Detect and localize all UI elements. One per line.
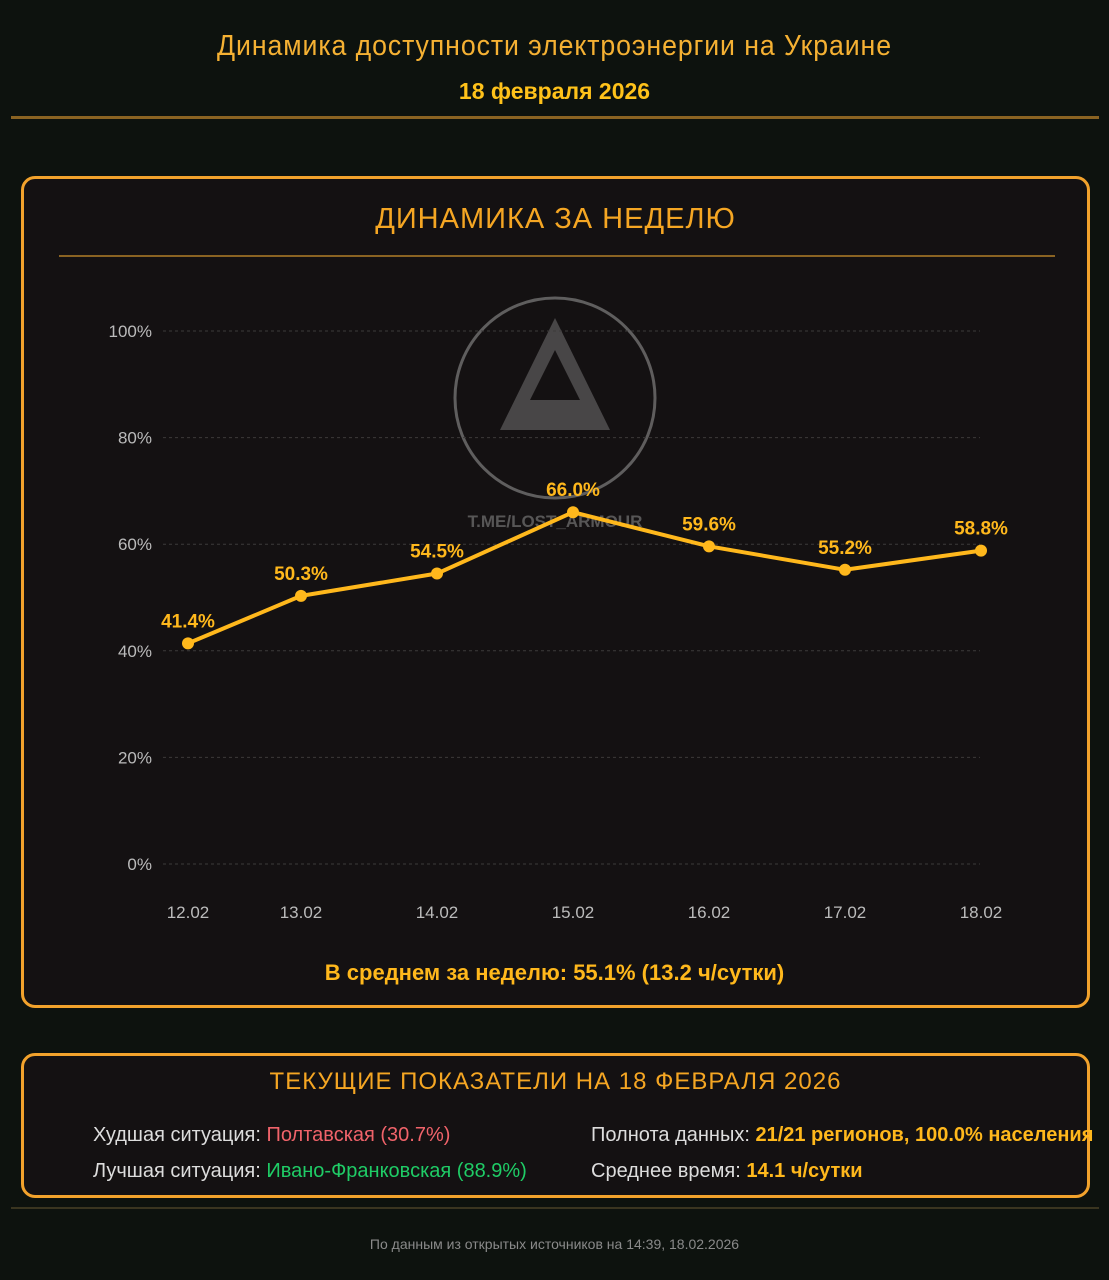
data-point — [431, 567, 443, 580]
worst-label: Худшая ситуация: — [93, 1124, 261, 1146]
y-tick-label: 60% — [118, 535, 152, 554]
weekly-average: В среднем за неделю: 55.1% (13.2 ч/сутки… — [324, 960, 785, 985]
header-divider — [11, 116, 1099, 119]
avg-time-row: Среднее время: 14.1 ч/сутки — [591, 1160, 863, 1183]
data-point — [182, 637, 194, 650]
x-tick-label: 13.02 — [280, 903, 323, 922]
data-point — [567, 506, 579, 519]
completeness-value: 21/21 регионов, 100.0% населения — [755, 1124, 1094, 1146]
worst-row: Худшая ситуация: Полтавская (30.7%) — [93, 1124, 450, 1147]
y-tick-label: 80% — [118, 429, 152, 448]
data-point — [975, 544, 987, 557]
weekly-title: ДИНАМИКА ЗА НЕДЕЛЮ — [375, 203, 736, 235]
page-title: Динамика доступности электроэнергии на У… — [217, 30, 892, 62]
footer-source: По данным из открытых источников на 14:3… — [369, 1236, 740, 1252]
watermark-ring — [453, 296, 657, 500]
best-row: Лучшая ситуация: Ивано-Франковская (88.9… — [93, 1160, 527, 1183]
avg-time-value: 14.1 ч/сутки — [746, 1160, 863, 1182]
x-tick-label: 16.02 — [688, 903, 731, 922]
weekly-divider — [59, 255, 1055, 257]
completeness-label: Полнота данных: — [591, 1124, 750, 1146]
current-title: ТЕКУЩИЕ ПОКАЗАТЕЛИ НА 18 ФЕВРАЛЯ 2026 — [269, 1068, 842, 1095]
best-label: Лучшая ситуация: — [93, 1160, 261, 1182]
x-tick-label: 17.02 — [824, 903, 867, 922]
data-label: 55.2% — [818, 538, 872, 559]
watermark-logo — [500, 318, 610, 430]
best-value: Ивано-Франковская (88.9%) — [266, 1160, 527, 1182]
data-label: 58.8% — [954, 519, 1008, 540]
y-tick-label: 40% — [118, 642, 152, 661]
footer-divider — [11, 1207, 1099, 1209]
line-chart: T.ME/LOST_ARMOUR 0%20%40%60%80%100%12.02… — [109, 296, 1008, 922]
worst-value: Полтавская (30.7%) — [266, 1124, 451, 1146]
data-point — [703, 540, 715, 553]
data-label: 59.6% — [682, 514, 736, 535]
completeness-row: Полнота данных: 21/21 регионов, 100.0% н… — [591, 1124, 1093, 1147]
x-tick-label: 12.02 — [167, 903, 210, 922]
x-tick-label: 18.02 — [960, 903, 1003, 922]
data-label: 50.3% — [274, 564, 328, 585]
y-tick-label: 100% — [109, 322, 152, 341]
data-label: 41.4% — [161, 611, 215, 632]
current-card: ТЕКУЩИЕ ПОКАЗАТЕЛИ НА 18 ФЕВРАЛЯ 2026 — [21, 1053, 1090, 1198]
data-label: 66.0% — [546, 480, 600, 501]
data-label: 54.5% — [410, 542, 464, 563]
weekly-card: ДИНАМИКА ЗА НЕДЕЛЮ — [21, 176, 1090, 1008]
y-tick-label: 0% — [127, 855, 152, 874]
page-date: 18 февраля 2026 — [458, 78, 651, 104]
avg-time-label: Среднее время: — [591, 1160, 741, 1182]
data-point — [839, 563, 851, 576]
x-tick-label: 15.02 — [552, 903, 595, 922]
data-point — [295, 589, 307, 602]
y-tick-label: 20% — [118, 748, 152, 767]
x-tick-label: 14.02 — [416, 903, 459, 922]
